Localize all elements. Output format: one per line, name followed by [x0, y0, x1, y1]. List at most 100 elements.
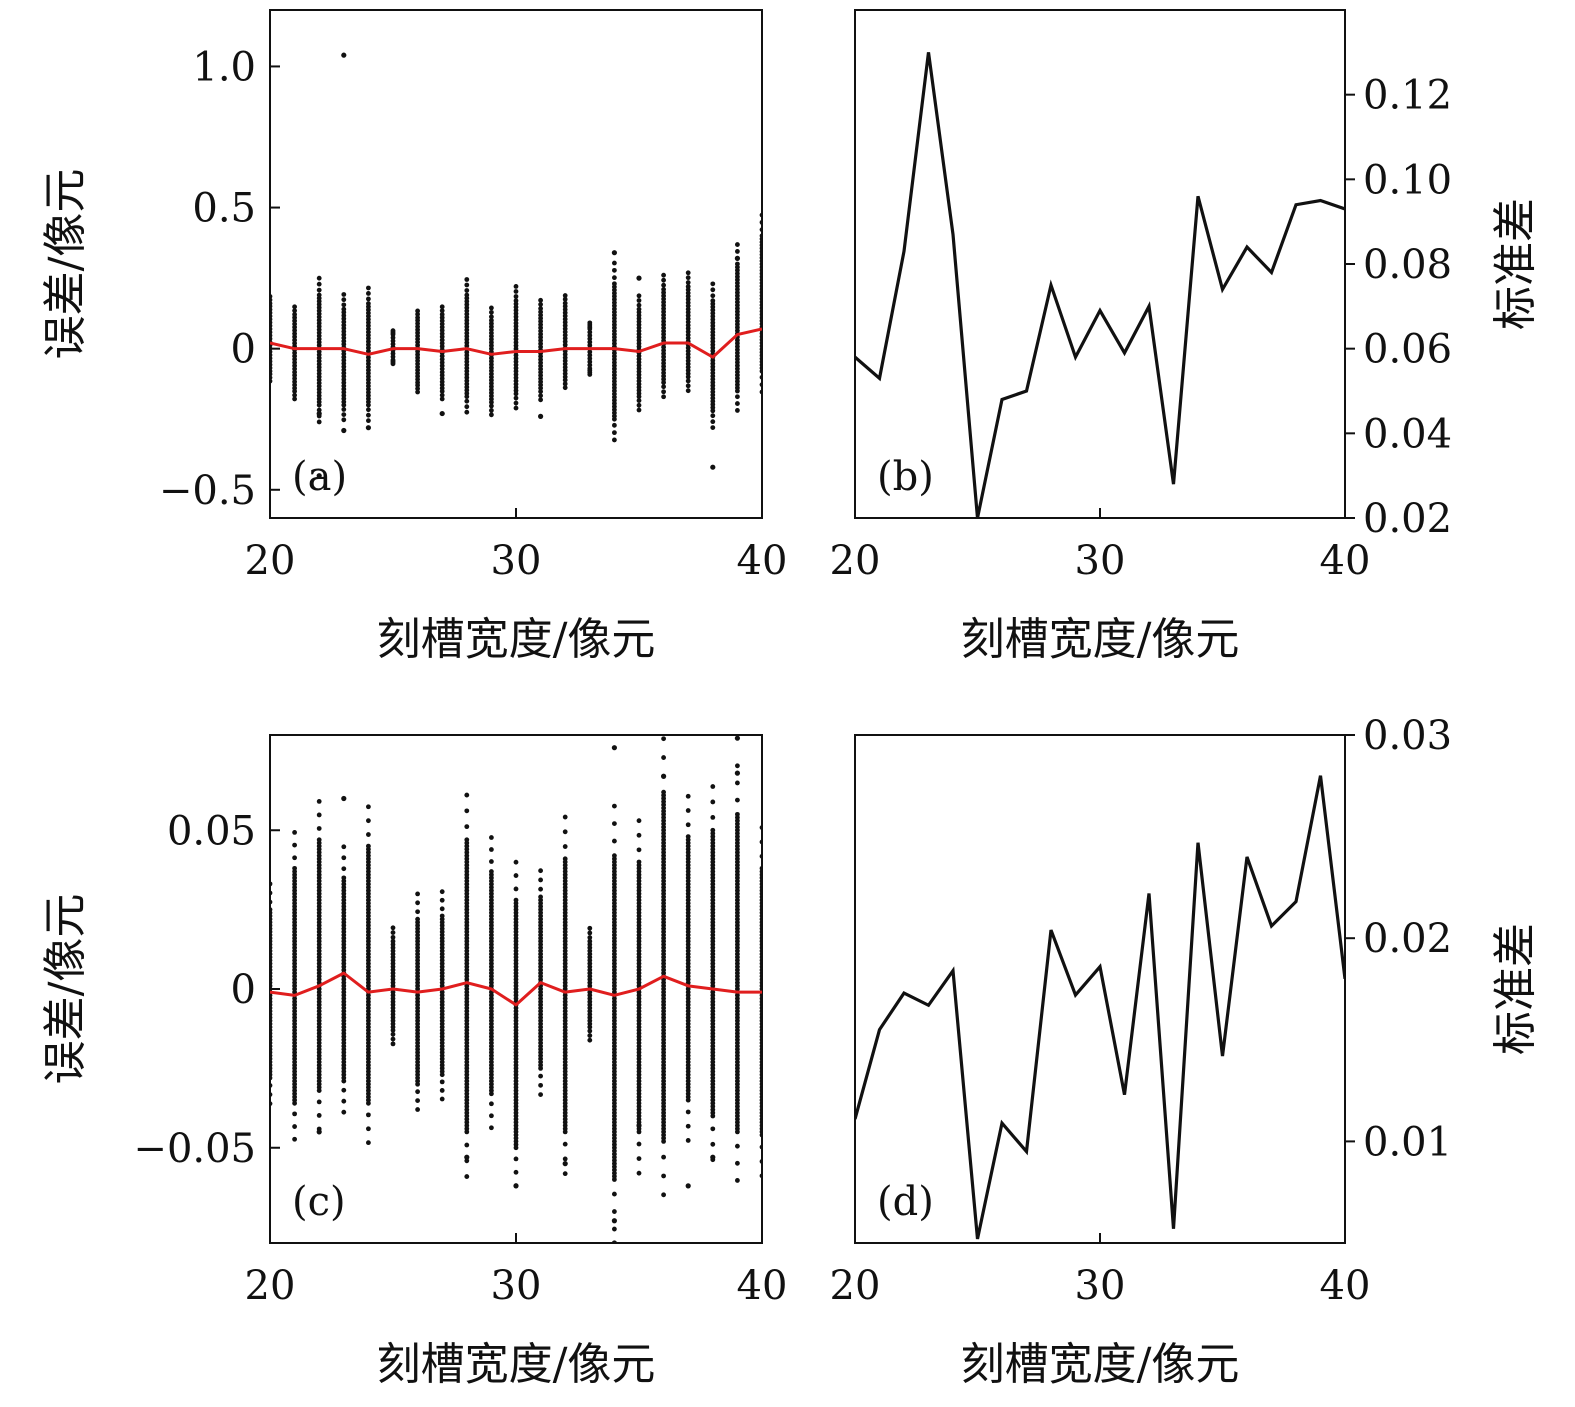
panel-c-data-point — [316, 812, 322, 818]
panel-a-data-point — [341, 417, 347, 423]
panel-c-x-tick-label: 40 — [737, 1263, 788, 1309]
panel-c-data-point — [415, 1089, 420, 1095]
panel-a-data-point — [439, 388, 445, 394]
panel-a-data-point — [710, 293, 716, 299]
panel-a-data-point — [685, 270, 691, 276]
panel-c-data-point — [341, 866, 347, 872]
panel-c-data-point — [587, 938, 593, 944]
panel-a-data-point — [710, 281, 716, 287]
panel-c-outlier-point — [464, 1154, 470, 1160]
panel-c-point-column — [390, 925, 396, 1047]
panel-c-data-point — [587, 930, 593, 936]
panel-a-point-column — [316, 275, 322, 425]
panel-a-data-point — [538, 297, 543, 303]
panel-d-y-tick-label: 0.02 — [1363, 916, 1452, 962]
panel-c-data-point — [366, 832, 371, 837]
panel-c-data-point — [685, 808, 691, 813]
panel-a-data-point — [735, 408, 740, 413]
panel-d-x-axis-title: 刻槽宽度/像元 — [961, 1339, 1240, 1390]
panel-a-data-point — [759, 227, 762, 233]
panel-c-data-point — [489, 1113, 494, 1119]
panel-a-data-point — [316, 287, 322, 293]
panel-a-data-point — [661, 394, 666, 400]
panel-a-data-point — [587, 372, 593, 377]
panel-c-data-point — [316, 1113, 322, 1118]
panel-a-outlier-point — [710, 464, 716, 470]
panel-c-data-point — [390, 1031, 396, 1037]
panel-a-data-point — [366, 301, 371, 306]
panel-a-data-point — [316, 407, 322, 413]
panel-a-data-point — [489, 314, 494, 320]
panel-a-data-point — [587, 352, 593, 358]
panel-c-point-column — [562, 814, 568, 1177]
panel-a-data-point — [685, 284, 691, 289]
panel-a-data-point — [489, 412, 494, 418]
panel-c-data-point — [710, 784, 716, 789]
panel-a-data-point — [415, 382, 420, 388]
panel-c-data-point — [587, 1037, 593, 1043]
panel-a-data-point — [735, 261, 740, 267]
panel-a-point-column — [292, 304, 297, 402]
panel-c-plot-area — [270, 735, 762, 1243]
panel-a-data-point — [538, 309, 543, 315]
panel-c-outlier-point — [562, 1161, 568, 1167]
panel-a-point-column — [415, 308, 420, 395]
panel-c-label: (c) — [292, 1179, 346, 1225]
panel-a-data-point — [464, 404, 470, 410]
panel-c-data-point — [735, 763, 740, 769]
panel-a-data-point — [562, 377, 568, 383]
panel-c-data-point — [612, 853, 617, 859]
panel-c-data-point — [415, 891, 420, 897]
panel-c-data-point — [513, 873, 519, 878]
panel-c-data-point — [612, 821, 617, 826]
panel-a-data-point — [439, 312, 445, 317]
panel-c-data-point — [366, 1140, 371, 1146]
panel-a-data-point — [270, 378, 273, 384]
panel-c-data-point — [292, 830, 297, 835]
panel-a-point-column — [636, 293, 642, 413]
panel-c-data-point — [341, 875, 347, 881]
panel-c-data-point — [464, 808, 470, 814]
panel-c-point-column — [341, 844, 347, 1115]
panel-a-data-point — [341, 292, 347, 297]
panel-a-data-point — [587, 342, 593, 348]
panel-c-point-column — [292, 830, 297, 1142]
panel-a-data-point — [587, 329, 593, 335]
panel-a-data-point — [341, 407, 347, 412]
panel-a-outlier-point — [439, 410, 445, 417]
panel-d-label: (d) — [877, 1179, 934, 1225]
panel-a-data-point — [513, 284, 519, 289]
panel-b-x-tick-label: 30 — [1075, 538, 1126, 584]
panel-a-point-column — [538, 297, 543, 403]
panel-c-data-point — [636, 818, 642, 824]
panel-a-data-point — [390, 328, 396, 334]
panel-c-data-point — [316, 826, 322, 831]
panel-a-data-point — [587, 320, 593, 326]
panel-c-data-point — [292, 1124, 297, 1129]
panel-a-data-point — [710, 287, 716, 293]
panel-c-y-axis-title: 误差/像元 — [40, 894, 91, 1085]
panel-a-data-point — [366, 418, 371, 424]
panel-a-y-axis-title: 误差/像元 — [40, 169, 91, 360]
panel-a-data-point — [366, 291, 371, 296]
panel-c-data-point — [513, 1156, 519, 1162]
panel-a-data-point — [735, 249, 740, 254]
panel-c-data-point — [513, 897, 519, 903]
panel-c-data-point — [439, 1079, 445, 1085]
panel-a-data-point — [759, 212, 762, 218]
panel-c-data-point — [562, 1156, 568, 1162]
panel-c-point-column — [366, 804, 371, 1146]
panel-c-y-tick-label: 0 — [231, 967, 256, 1013]
panel-a-data-point — [341, 297, 347, 303]
panel-a-data-point — [562, 300, 568, 306]
panel-a-outlier-point — [538, 413, 544, 419]
panel-c-data-point — [270, 890, 273, 896]
panel-a-data-point — [292, 308, 297, 314]
panel-a-data-point — [587, 359, 593, 365]
panel-a-x-tick-label: 20 — [245, 538, 296, 584]
panel-c-data-point — [415, 909, 420, 915]
panel-c-data-point — [390, 934, 396, 940]
panel-a-data-point — [735, 242, 740, 247]
panel-c-data-point — [759, 825, 762, 830]
panel-c-data-point — [538, 886, 543, 892]
